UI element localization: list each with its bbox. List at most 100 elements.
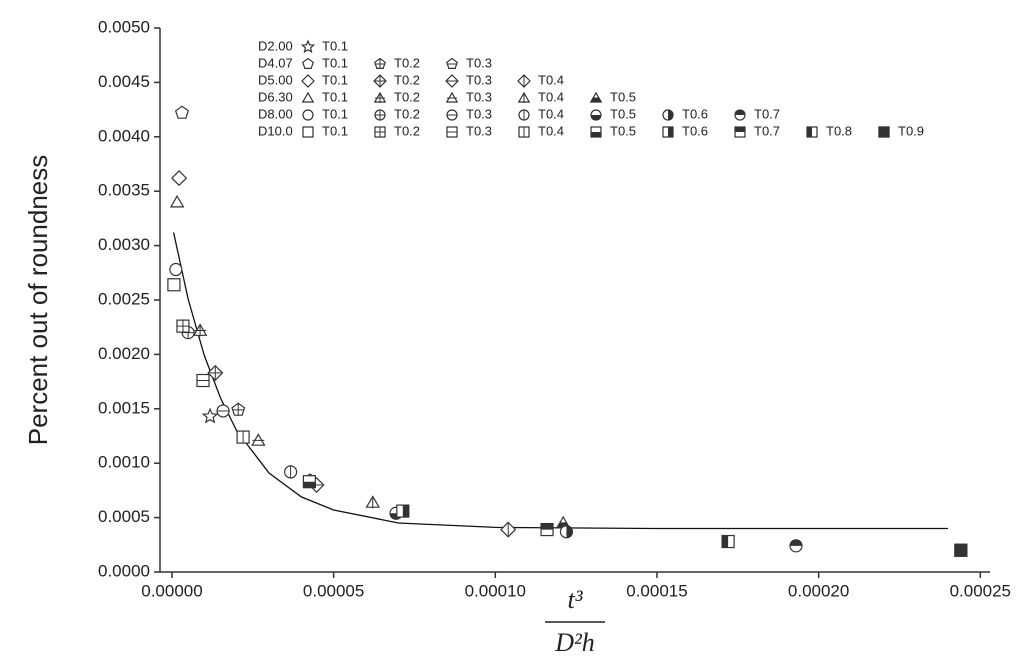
legend-group-label: D8.00 (258, 106, 293, 121)
legend-label: T0.1 (322, 123, 348, 138)
legend-label: T0.3 (466, 106, 492, 121)
legend-label: T0.2 (394, 55, 420, 70)
legend-label: T0.3 (466, 89, 492, 104)
marker-shape (169, 262, 183, 277)
legend-label: T0.9 (898, 123, 924, 138)
x-tick-label: 0.00005 (303, 581, 364, 600)
legend-label: T0.5 (610, 123, 636, 138)
x-tick-label: 0.00010 (465, 581, 526, 600)
marker-shape (541, 523, 554, 530)
marker-shape (201, 407, 219, 424)
legend-label: T0.2 (394, 123, 420, 138)
marker (216, 404, 230, 418)
marker (445, 91, 459, 103)
legend-label: T0.1 (322, 89, 348, 104)
marker-shape (735, 127, 745, 132)
legend-label: T0.1 (322, 106, 348, 121)
marker (721, 534, 735, 549)
marker (734, 109, 746, 121)
y-tick-label: 0.0040 (98, 126, 150, 145)
marker (500, 521, 517, 538)
marker-shape (303, 481, 316, 488)
x-tick-label: 0.00020 (788, 581, 849, 600)
legend-label: T0.4 (538, 106, 564, 121)
marker (559, 525, 574, 539)
marker (169, 194, 185, 208)
marker (301, 91, 315, 103)
marker (734, 126, 746, 138)
marker (192, 323, 208, 337)
marker (540, 522, 554, 537)
marker (365, 495, 381, 509)
legend-label: T0.8 (826, 123, 852, 138)
marker (302, 126, 314, 138)
marker (590, 109, 602, 121)
legend-label: T0.5 (610, 106, 636, 121)
y-tick-label: 0.0010 (98, 453, 150, 472)
legend-label: T0.4 (538, 89, 564, 104)
marker-shape (300, 39, 316, 54)
marker-shape (446, 57, 458, 70)
marker (445, 74, 459, 88)
marker-shape (878, 126, 890, 138)
marker-shape (169, 194, 185, 208)
y-axis-label: Percent out of roundness (23, 155, 53, 446)
x-axis-label-numerator: t³ (567, 585, 583, 614)
marker-shape (789, 539, 802, 546)
marker (251, 433, 266, 446)
y-tick-label: 0.0035 (98, 181, 150, 200)
legend-group-label: D10.0 (258, 123, 293, 138)
marker (662, 126, 674, 138)
legend-label: T0.6 (682, 123, 708, 138)
marker (374, 57, 386, 70)
x-axis-label-denominator: D²h (554, 628, 595, 657)
marker-shape (301, 91, 315, 103)
marker (518, 109, 530, 121)
y-tick-label: 0.0020 (98, 344, 150, 363)
marker (231, 402, 246, 416)
marker-shape (591, 132, 601, 137)
legend-group-label: D5.00 (258, 72, 293, 87)
marker-shape (167, 278, 181, 292)
y-tick-label: 0.0025 (98, 289, 150, 308)
legend-label: T0.1 (322, 38, 348, 53)
y-tick-label: 0.0030 (98, 235, 150, 254)
marker-shape (251, 433, 266, 446)
marker (518, 126, 530, 138)
legend-label: T0.4 (538, 123, 564, 138)
marker-shape (590, 97, 602, 102)
marker-shape (171, 170, 188, 187)
marker-shape (174, 105, 190, 119)
marker (302, 57, 314, 70)
marker (446, 109, 458, 121)
marker (167, 278, 181, 292)
marker (374, 109, 386, 121)
fit-curve (172, 232, 948, 530)
marker (171, 170, 188, 187)
marker-shape (402, 505, 409, 518)
legend-label: T0.2 (394, 89, 420, 104)
marker (590, 126, 602, 138)
marker (236, 430, 250, 444)
marker (302, 109, 314, 121)
marker (176, 319, 190, 333)
y-tick-label: 0.0045 (98, 72, 150, 91)
marker-shape (566, 525, 573, 538)
legend-label: T0.4 (538, 72, 564, 87)
marker (517, 91, 531, 103)
marker (396, 504, 410, 518)
marker (174, 105, 190, 119)
marker-shape (807, 127, 812, 137)
marker (374, 126, 386, 138)
marker-shape (591, 115, 601, 120)
x-tick-label: 0.00000 (141, 581, 202, 600)
marker-shape (302, 126, 314, 138)
marker (954, 543, 968, 557)
legend-label: T0.5 (610, 89, 636, 104)
marker (302, 475, 316, 489)
marker (373, 91, 387, 103)
marker (284, 465, 298, 479)
legend-label: T0.6 (682, 106, 708, 121)
marker-shape (668, 110, 673, 120)
marker (878, 126, 890, 138)
